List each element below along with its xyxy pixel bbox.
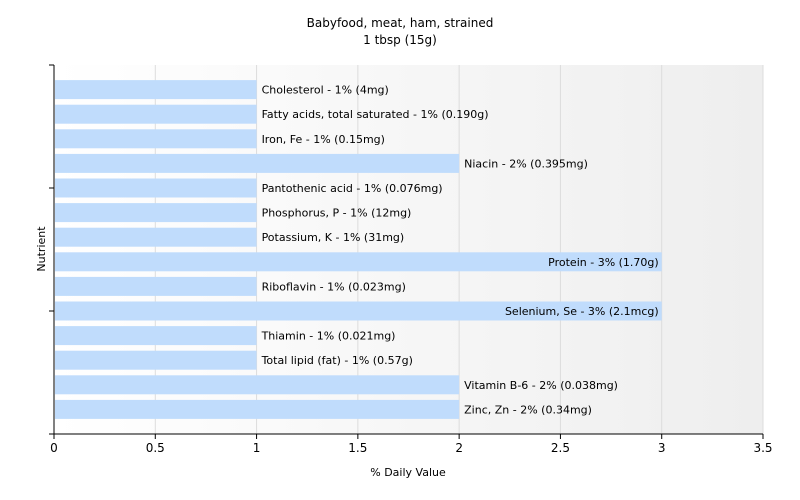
bar xyxy=(55,178,257,198)
x-tick-label: 1.5 xyxy=(348,441,367,455)
bar-label: Vitamin B-6 - 2% (0.038mg) xyxy=(464,379,618,392)
bar xyxy=(55,227,257,247)
bar-label: Riboflavin - 1% (0.023mg) xyxy=(262,280,406,293)
bar xyxy=(55,301,662,321)
bar xyxy=(55,203,257,223)
bar xyxy=(55,252,662,272)
bar-label: Selenium, Se - 3% (2.1mcg) xyxy=(505,305,659,318)
bar xyxy=(55,375,460,395)
bar-label: Thiamin - 1% (0.021mg) xyxy=(261,330,396,343)
bar-label: Niacin - 2% (0.395mg) xyxy=(464,157,588,170)
plot-background xyxy=(54,65,763,434)
chart-title: Babyfood, meat, ham, strained xyxy=(307,16,494,30)
bar xyxy=(55,326,257,346)
x-axis-title: % Daily Value xyxy=(370,466,446,479)
x-tick-label: 2.5 xyxy=(551,441,570,455)
bar-label: Fatty acids, total saturated - 1% (0.190… xyxy=(262,108,489,121)
bar xyxy=(55,80,257,100)
bar xyxy=(55,399,460,419)
x-tick-label: 1 xyxy=(253,441,261,455)
bar xyxy=(55,129,257,149)
x-tick-label: 3 xyxy=(658,441,666,455)
bars: Cholesterol - 1% (4mg) Fatty acids, total… xyxy=(55,80,662,419)
bar xyxy=(55,350,257,370)
bar-label: Zinc, Zn - 2% (0.34mg) xyxy=(464,403,592,416)
y-axis-title: Nutrient xyxy=(35,226,48,272)
bar-label: Potassium, K - 1% (31mg) xyxy=(262,231,405,244)
x-tick-label: 2 xyxy=(455,441,463,455)
bar-label: Pantothenic acid - 1% (0.076mg) xyxy=(262,182,443,195)
axes: 0 0.5 1 1.5 2 2.5 3 3.5 xyxy=(49,64,773,455)
bar-label: Phosphorus, P - 1% (12mg) xyxy=(262,207,412,220)
bar-label: Total lipid (fat) - 1% (0.57g) xyxy=(261,354,413,367)
bar-label: Cholesterol - 1% (4mg) xyxy=(262,84,389,97)
grid xyxy=(154,65,764,434)
chart-subtitle: 1 tbsp (15g) xyxy=(363,33,437,47)
x-tick-label: 0.5 xyxy=(146,441,165,455)
bar-label: Protein - 3% (1.70g) xyxy=(548,256,659,269)
bar-label: Iron, Fe - 1% (0.15mg) xyxy=(262,133,385,146)
x-tick-label: 3.5 xyxy=(753,441,772,455)
x-tick-label: 0 xyxy=(50,441,58,455)
bar xyxy=(55,153,460,173)
bar xyxy=(55,276,257,296)
bar xyxy=(55,104,257,124)
